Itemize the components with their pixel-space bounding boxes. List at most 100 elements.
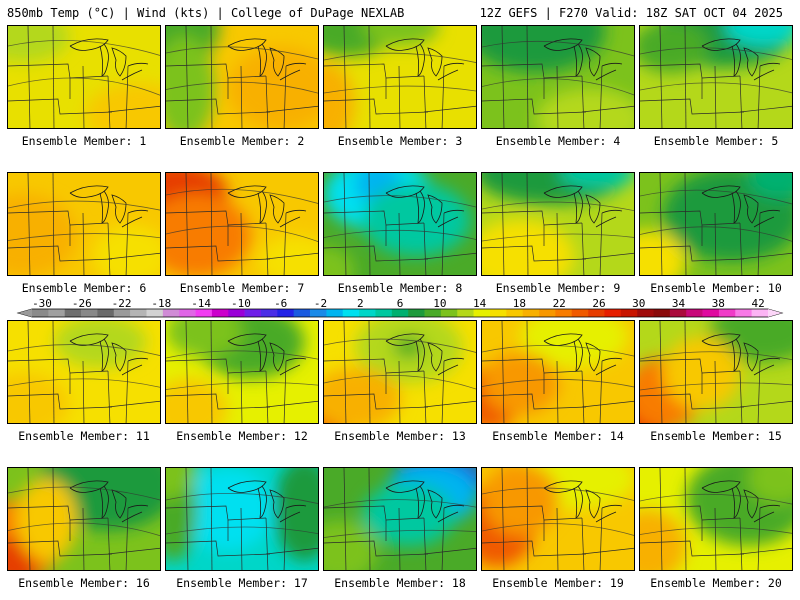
ensemble-member-label: Ensemble Member: 3 (337, 134, 463, 148)
temperature-region (482, 468, 559, 536)
ensemble-member-label: Ensemble Member: 15 (650, 429, 782, 443)
ensemble-map-panel (481, 172, 635, 276)
ensemble-map-panel (7, 172, 161, 276)
state-boundaries (166, 26, 318, 128)
ensemble-map-panel (639, 320, 793, 424)
ensemble-map-panel (639, 25, 793, 129)
colorbar-tick-label: 30 (632, 298, 645, 310)
ensemble-member-label: Ensemble Member: 18 (334, 576, 466, 590)
colorbar-swatch (228, 309, 245, 317)
height-contours (324, 52, 476, 94)
colorbar-swatch (620, 309, 638, 317)
height-contours (8, 39, 160, 96)
great-lakes-outline (701, 185, 781, 228)
ensemble-member-label: Ensemble Member: 8 (337, 281, 463, 295)
colorbar-swatch (669, 309, 687, 317)
colorbar-tick-label: -6 (274, 298, 287, 310)
state-boundaries (324, 321, 476, 423)
colorbar-swatch (718, 309, 736, 317)
colorbar-swatch (64, 309, 82, 317)
colorbar-swatch (277, 309, 294, 317)
height-contours (482, 40, 634, 96)
temperature-region (85, 83, 160, 128)
great-lakes-outline (227, 333, 307, 376)
colorbar-swatch (32, 309, 49, 317)
colorbar-swatch (457, 309, 474, 317)
colorbar-tick-label: 42 (751, 298, 764, 310)
temperature-region (520, 321, 629, 368)
height-contours (166, 350, 318, 390)
colorbar-swatch (637, 309, 654, 317)
run-valid-time: 12Z GEFS | F270 Valid: 18Z SAT OCT 04 20… (479, 6, 783, 20)
colorbar-swatch (522, 309, 540, 317)
temperature-region (54, 321, 147, 368)
height-contours (482, 487, 634, 536)
state-boundaries (166, 468, 318, 570)
great-lakes-outline (385, 38, 465, 81)
colorbar-swatch (506, 309, 523, 317)
colorbar-min-arrow (18, 309, 32, 317)
state-boundaries (482, 321, 634, 423)
colorbar-swatch (97, 309, 115, 317)
colorbar-swatch (424, 309, 442, 317)
colorbar-tick-label: -2 (314, 298, 327, 310)
colorbar-swatch (130, 309, 147, 317)
ensemble-map-panel (481, 25, 635, 129)
temperature-region (15, 478, 78, 562)
height-contours (482, 345, 634, 388)
colorbar-swatch (48, 309, 66, 317)
colorbar-tick-label: 6 (397, 298, 404, 310)
great-lakes-outline (385, 333, 465, 376)
state-boundaries (324, 468, 476, 570)
ensemble-member-label: Ensemble Member: 16 (18, 576, 150, 590)
temperature-region (559, 173, 634, 189)
colorbar-tick-label: -30 (32, 298, 52, 310)
ensemble-member-label: Ensemble Member: 5 (653, 134, 779, 148)
colorbar-swatch (81, 309, 98, 317)
temperature-region (324, 520, 378, 570)
colorbar-swatch (571, 309, 589, 317)
great-lakes-outline (69, 38, 149, 81)
colorbar-swatch (211, 309, 229, 317)
temperature-colorbar: -30 -26 -22 -18 -14 -10 -6 -2 2 6 10 14 18 22 26 30 34 38… (16, 298, 784, 318)
temperature-region (362, 483, 455, 546)
state-boundaries (640, 26, 792, 128)
colorbar-swatch (489, 309, 507, 317)
colorbar-tick-label: -22 (112, 298, 132, 310)
temperature-region (8, 26, 70, 63)
height-contours (324, 338, 476, 390)
ensemble-member-label: Ensemble Member: 17 (176, 576, 308, 590)
temperature-region (258, 235, 318, 275)
great-lakes-outline (701, 480, 781, 523)
temperature-region (324, 62, 355, 128)
ensemble-map-panel (639, 172, 793, 276)
ensemble-map-panel (165, 320, 319, 424)
height-contours (8, 200, 160, 241)
temperature-region (166, 193, 251, 275)
temperature-region (663, 173, 792, 262)
colorbar-swatch (244, 309, 262, 317)
colorbar-swatch (195, 309, 213, 317)
great-lakes-outline (385, 185, 465, 228)
ensemble-member-label: Ensemble Member: 12 (176, 429, 308, 443)
colorbar-tick-label: -10 (231, 298, 251, 310)
colorbar-tick-label: 26 (592, 298, 605, 310)
temperature-region (324, 245, 355, 275)
state-boundaries (640, 468, 792, 570)
height-contours (640, 493, 792, 535)
temperature-region (747, 468, 792, 505)
ensemble-member-label: Ensemble Member: 9 (495, 281, 621, 295)
colorbar-swatch (326, 309, 344, 317)
temperature-region (8, 193, 78, 275)
temperature-region (362, 26, 440, 47)
height-contours (8, 486, 160, 537)
ensemble-member-label: Ensemble Member: 7 (179, 281, 305, 295)
state-boundaries (8, 173, 160, 275)
ensemble-member-label: Ensemble Member: 11 (18, 429, 150, 443)
great-lakes-outline (543, 38, 623, 81)
colorbar-swatch (408, 309, 425, 317)
state-boundaries (324, 26, 476, 128)
colorbar-max-arrow (768, 309, 782, 317)
great-lakes-outline (385, 480, 465, 523)
great-lakes-outline (69, 185, 149, 228)
